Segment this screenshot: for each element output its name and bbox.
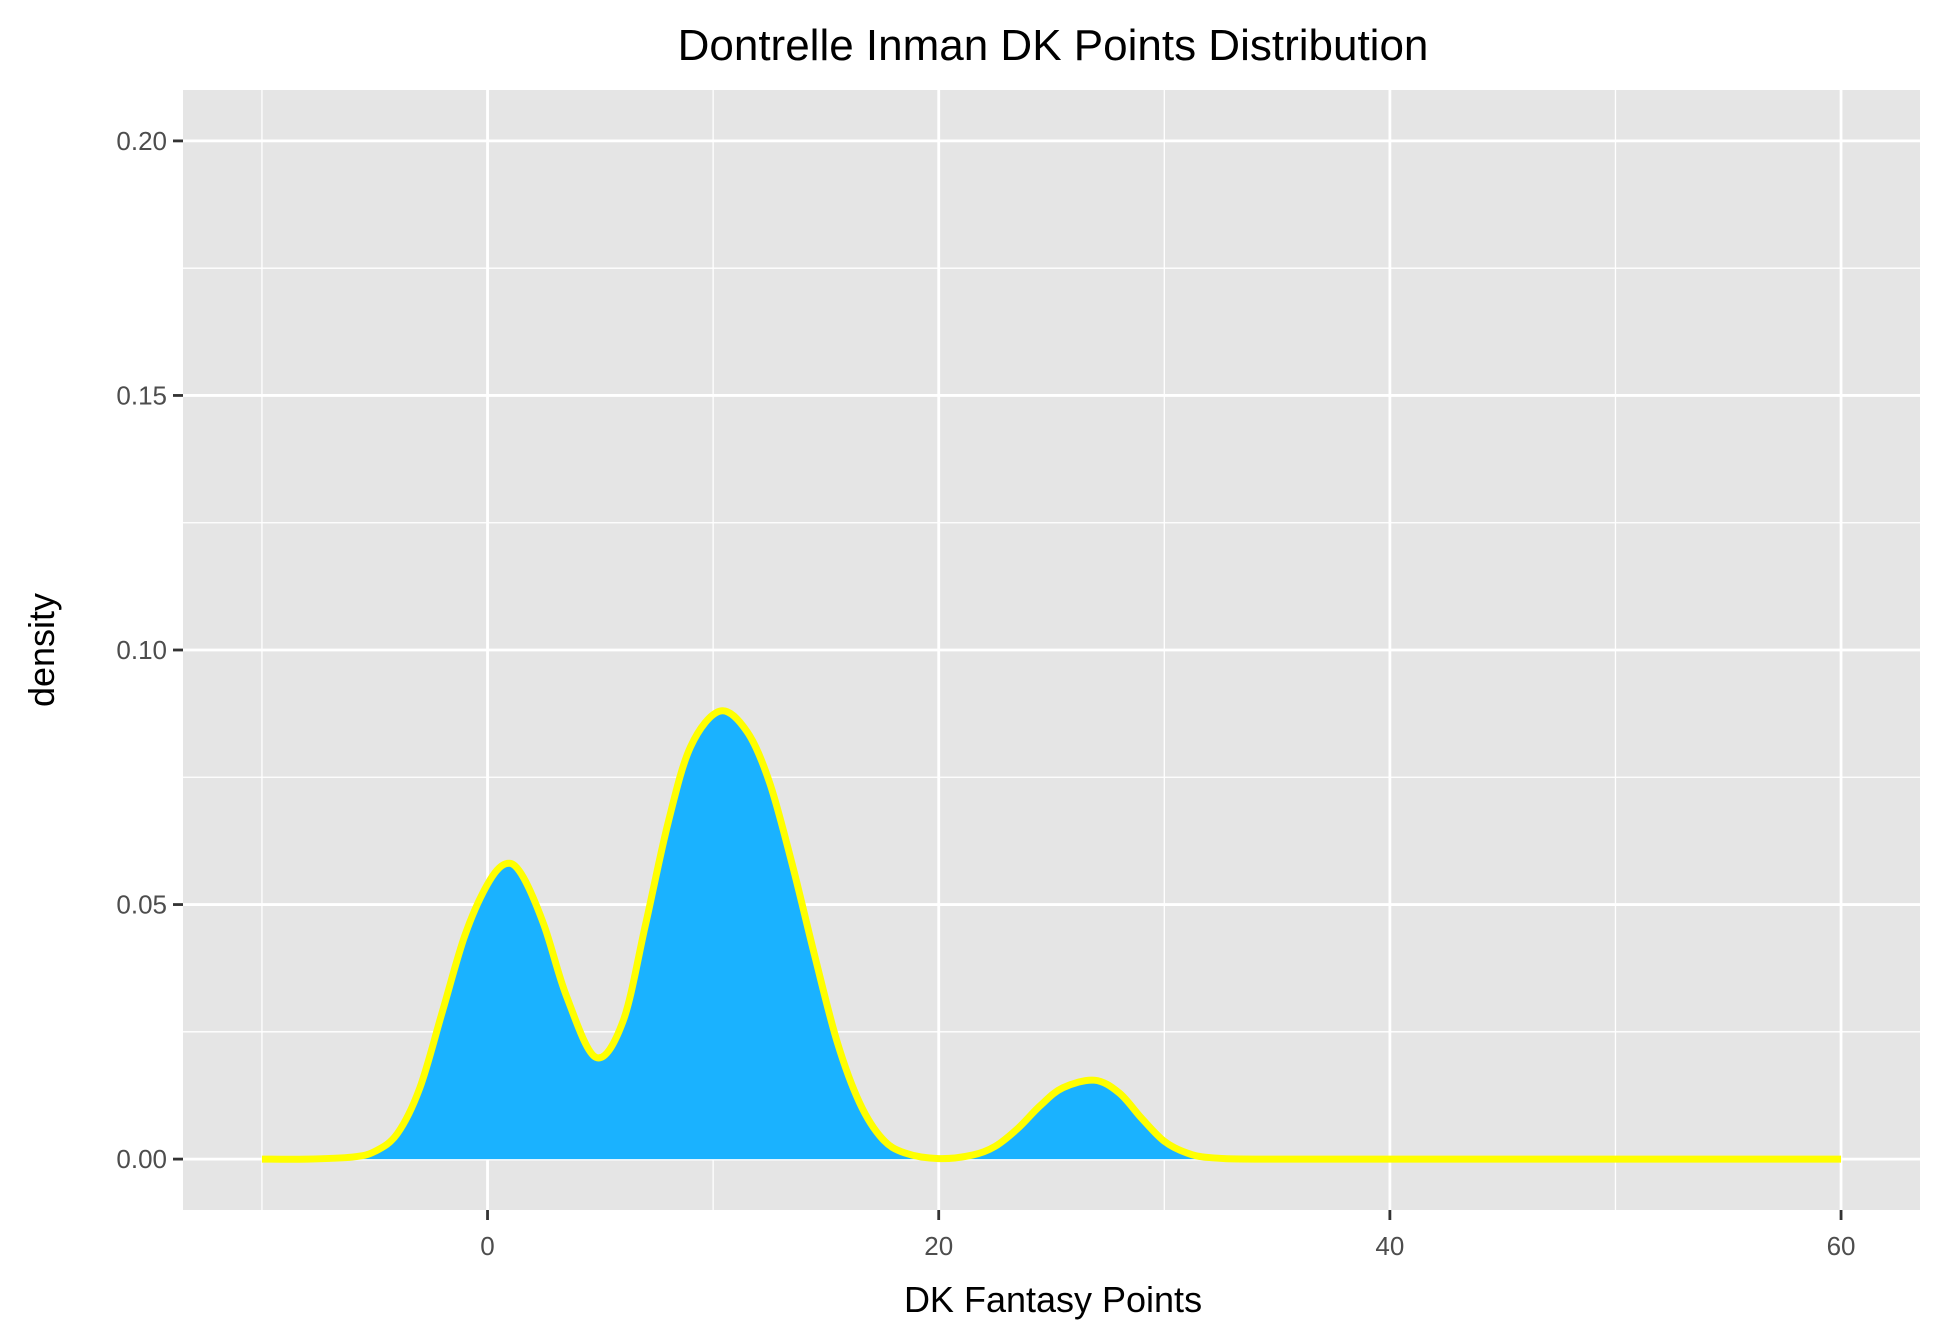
x-axis: 0 20 40 60 [480, 1210, 1856, 1261]
y-tick-label: 0.15 [116, 380, 167, 410]
y-tick-label: 0.20 [116, 126, 167, 156]
x-tick-label: 40 [1375, 1231, 1404, 1261]
x-axis-title: DK Fantasy Points [904, 1279, 1202, 1320]
density-area [261, 710, 1842, 1160]
y-axis-title: density [21, 593, 62, 707]
y-tick-label: 0.05 [116, 890, 167, 920]
x-tick-label: 60 [1827, 1231, 1856, 1261]
y-tick-label: 0.00 [116, 1144, 167, 1174]
density-line [261, 707, 1842, 1163]
x-tick-label: 20 [924, 1231, 953, 1261]
y-tick-label: 0.10 [116, 635, 167, 665]
x-tick-label: 0 [480, 1231, 494, 1261]
y-axis: 0.00 0.05 0.10 0.15 0.20 [116, 126, 183, 1174]
chart-title: Dontrelle Inman DK Points Distribution [678, 21, 1429, 70]
